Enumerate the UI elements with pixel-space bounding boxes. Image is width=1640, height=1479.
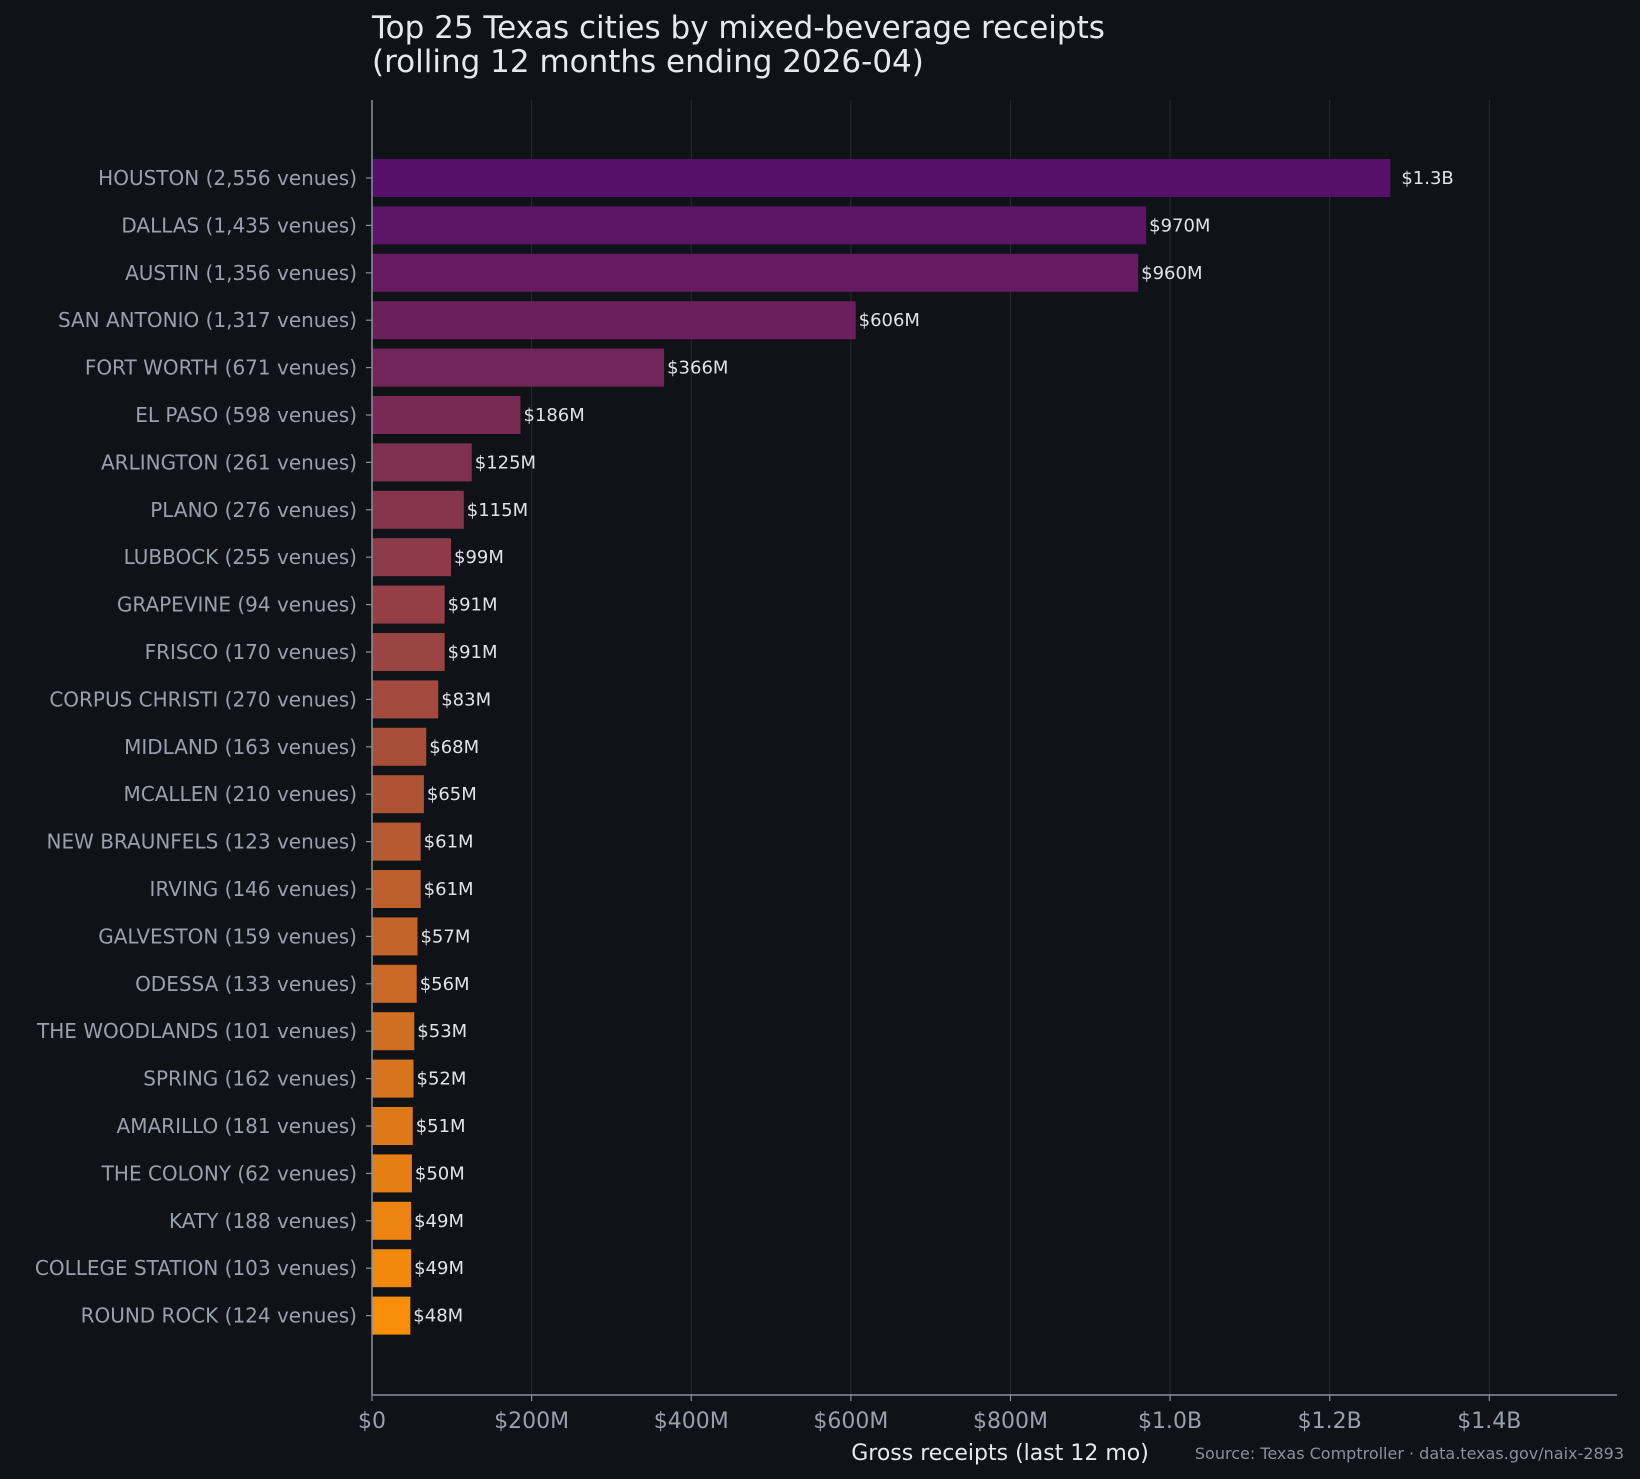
bar [372,964,417,1003]
bar [372,1201,412,1240]
value-label: $52M [417,1069,467,1090]
category-label: FRISCO (170 venues) [145,640,357,664]
value-label: $56M [420,974,470,995]
bar [372,680,439,719]
bar [372,1249,412,1288]
bar [372,538,452,577]
category-label: CORPUS CHRISTI (270 venues) [49,687,357,711]
value-label: $960M [1141,263,1202,284]
category-label: PLANO (276 venues) [150,498,357,522]
category-label: NEW BRAUNFELS (123 venues) [46,830,357,854]
category-label: GALVESTON (159 venues) [98,924,357,948]
x-tick-label: $1.0B [1138,1409,1202,1434]
value-label: $61M [424,832,474,853]
value-label: $61M [424,879,474,900]
bar [372,727,427,766]
value-label: $1.3B [1401,168,1453,189]
x-axis-label: Gross receipts (last 12 mo) [851,1441,1149,1466]
value-label: $68M [429,737,479,758]
value-label: $65M [427,784,477,805]
bar [372,917,418,956]
value-label: $115M [467,500,528,521]
value-label: $125M [475,452,536,473]
value-label: $53M [417,1021,467,1042]
bar [372,1059,414,1098]
source-note: Source: Texas Comptroller · data.texas.g… [1195,1444,1624,1463]
x-tick-label: $1.4B [1457,1409,1521,1434]
category-label: ARLINGTON (261 venues) [101,450,357,474]
chart-title-line-1: Top 25 Texas cities by mixed-beverage re… [371,10,1105,46]
value-label: $48M [413,1306,463,1327]
category-label: AMARILLO (181 venues) [117,1114,357,1138]
value-label: $606M [859,310,920,331]
category-label: COLLEGE STATION (103 venues) [35,1256,357,1280]
bar [372,159,1391,197]
category-label: FORT WORTH (671 venues) [85,356,357,380]
category-label: MIDLAND (163 venues) [124,735,357,759]
value-label: $49M [414,1258,464,1279]
bar [372,206,1147,245]
bar [372,633,445,671]
category-label: IRVING (146 venues) [150,877,357,901]
chart-title-line-2: (rolling 12 months ending 2026-04) [372,44,924,80]
category-label: SPRING (162 venues) [143,1067,357,1091]
bar [372,1012,415,1051]
x-tick-label: $600M [813,1409,888,1434]
value-label: $49M [414,1211,464,1232]
bar [372,490,464,529]
value-label: $91M [448,642,498,663]
value-label: $366M [667,358,728,379]
x-tick-label: $400M [654,1409,729,1434]
bar [372,775,424,814]
x-tick-label: $800M [973,1409,1048,1434]
bar [372,585,445,624]
bar [372,443,472,482]
value-label: $186M [523,405,584,426]
x-tick-label: $200M [494,1409,569,1434]
category-label: THE COLONY (62 venues) [101,1161,357,1185]
category-label: HOUSTON (2,556 venues) [98,166,357,190]
bar [372,1154,412,1193]
category-label: ROUND ROCK (124 venues) [81,1304,357,1328]
value-label: $57M [420,926,470,947]
value-label: $91M [448,595,498,616]
axes: $0 $200M $400M $600M $800M $1.0B $1.2B $1.4B HOU… [35,100,1617,1434]
x-tick-label: $0 [358,1409,386,1434]
bar [372,870,421,908]
value-label: $50M [415,1163,465,1184]
category-label: AUSTIN (1,356 venues) [125,261,357,285]
bars: $1.3B $970M $960M $606M $366M $186M $125M $115M… [372,159,1454,1335]
bar [372,348,665,387]
bar [372,253,1139,292]
category-label: KATY (188 venues) [169,1209,357,1233]
bar [372,396,521,434]
bar [372,1107,413,1145]
bar [372,822,421,861]
value-label: $51M [416,1116,466,1137]
x-tick-label: $1.2B [1298,1409,1362,1434]
category-label: ODESSA (133 venues) [135,972,357,996]
value-label: $970M [1149,215,1210,236]
category-label: MCALLEN (210 venues) [124,782,358,806]
category-label: GRAPEVINE (94 venues) [117,593,357,617]
category-label: THE WOODLANDS (101 venues) [36,1019,357,1043]
value-label: $99M [454,547,504,568]
category-label: DALLAS (1,435 venues) [121,213,357,237]
bar [372,1296,411,1335]
category-label: LUBBOCK (255 venues) [124,545,357,569]
category-label: SAN ANTONIO (1,317 venues) [58,308,357,332]
bar [372,301,856,340]
value-label: $83M [441,689,491,710]
category-label: EL PASO (598 venues) [135,403,357,427]
